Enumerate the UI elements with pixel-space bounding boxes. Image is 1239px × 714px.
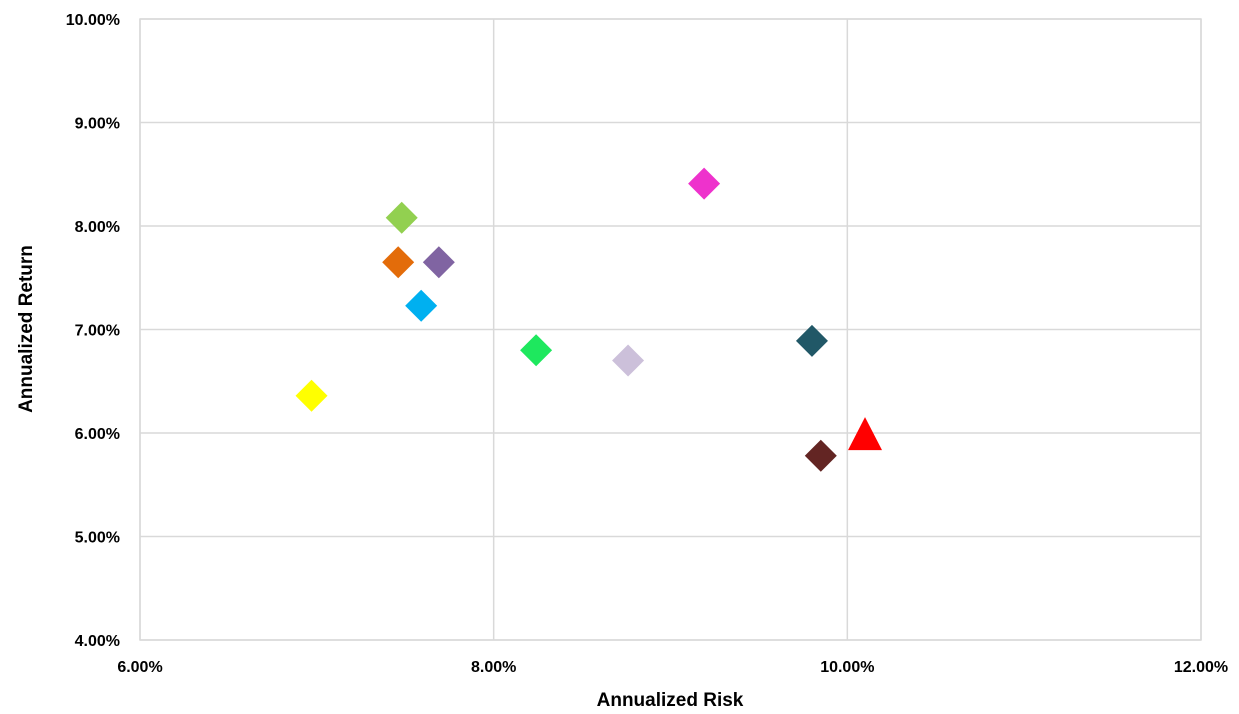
data-point-diamond [612,344,645,377]
data-points [295,167,883,472]
data-point-diamond [422,246,455,279]
data-point-diamond [385,201,418,234]
y-tick-label: 9.00% [75,116,120,133]
data-point-diamond [688,167,721,200]
x-tick-label: 6.00% [117,659,162,676]
y-tick-label: 4.00% [75,633,120,650]
x-tick-label: 8.00% [471,659,516,676]
x-tick-label: 12.00% [1174,659,1228,676]
y-tick-label: 8.00% [75,219,120,236]
y-tick-label: 6.00% [75,426,120,443]
data-point-diamond [804,439,837,472]
data-point-diamond [382,246,415,279]
x-axis-title: Annualized Risk [597,690,744,711]
data-point-diamond [795,324,828,357]
x-tick-label: 10.00% [820,659,874,676]
y-axis-title: Annualized Return [16,245,37,413]
y-tick-label: 10.00% [66,12,120,29]
gridlines [139,18,1202,641]
tick-labels: 4.00% 5.00% 6.00% 7.00% 8.00% 9.00% 10.00% 6.00… [66,12,1228,676]
data-point-diamond [520,334,553,367]
data-point-triangle [848,417,883,451]
data-point-diamond [295,379,328,412]
y-tick-label: 5.00% [75,530,120,547]
y-tick-label: 7.00% [75,323,120,340]
data-point-diamond [405,289,438,322]
